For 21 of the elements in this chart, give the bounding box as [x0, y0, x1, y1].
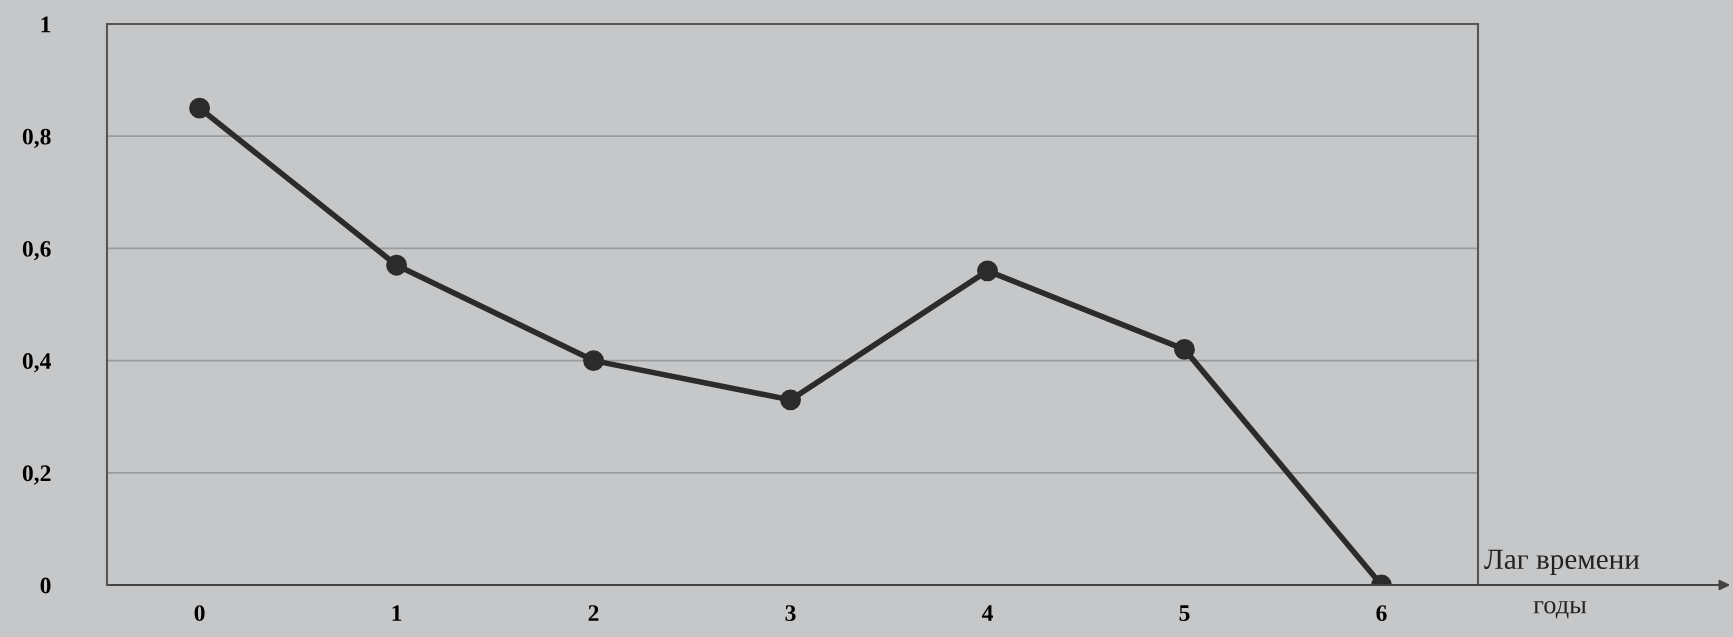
y-tick-label: 0,6 — [22, 240, 51, 261]
y-tick-label: 0 — [40, 577, 51, 594]
point — [1174, 338, 1195, 360]
x-tick-label: 6 — [1376, 605, 1387, 622]
x-tick-label: 0 — [194, 605, 205, 622]
x-tick-label: 3 — [785, 605, 796, 622]
point — [386, 254, 407, 276]
x-tick-label: 4 — [981, 605, 993, 621]
text: годы — [1533, 600, 1587, 619]
y-tick-label: 1 — [41, 16, 51, 33]
x-tick-label: 5 — [1179, 605, 1190, 622]
point — [189, 97, 210, 119]
x-axis-title: Лаг времени — [1484, 549, 1640, 575]
point — [583, 350, 604, 372]
point — [977, 260, 998, 282]
y-tick-label: 0,4 — [22, 353, 52, 373]
y-tick-label: 0,8 — [22, 128, 51, 149]
x-tick-label: 1 — [392, 605, 402, 621]
point — [780, 389, 801, 411]
y-tick-label: 0,2 — [22, 465, 51, 485]
x-tick-label: 2 — [588, 605, 599, 621]
